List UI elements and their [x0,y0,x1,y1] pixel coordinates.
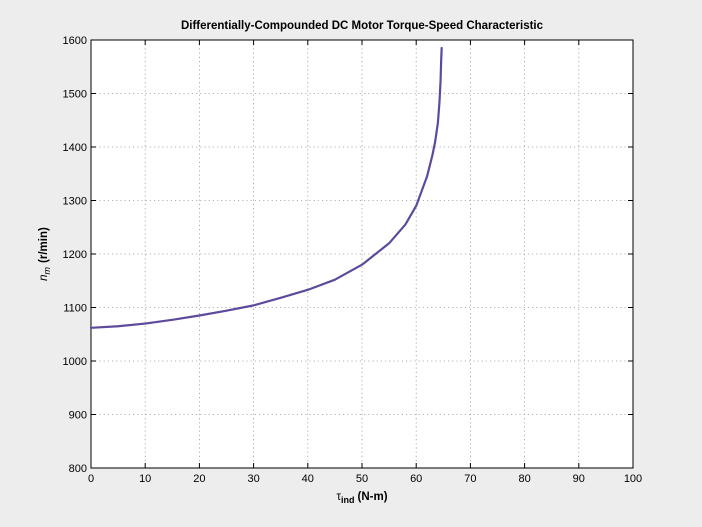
x-tick-labels: 0 10 20 30 40 50 60 70 80 90 100 [88,473,642,485]
x-axis-symbol: τ [336,491,341,503]
torque-speed-curve [89,46,443,329]
y-tick-label: 1600 [63,35,87,47]
y-tick-label: 900 [69,410,87,422]
x-tick-label: 30 [247,473,259,485]
y-axis-subscript: m [42,266,52,274]
y-tick-label: 1000 [63,356,87,368]
y-axis-symbol: n [38,274,50,280]
y-tick-label: 1300 [63,196,87,208]
x-axis-subscript: ind [341,495,355,505]
x-tick-label: 40 [302,473,314,485]
x-tick-label: 80 [518,473,530,485]
x-tick-label: 100 [624,473,642,485]
chart-title: Differentially-Compounded DC Motor Torqu… [181,20,544,32]
x-tick-label: 0 [88,473,94,485]
plot-frame [90,39,634,469]
x-tick-label: 60 [410,473,422,485]
x-tick-label: 50 [356,473,368,485]
x-axis-unit: (N-m) [358,491,388,503]
y-tick-label: 800 [69,463,87,475]
plot-area [91,40,633,468]
x-tick-label: 20 [193,473,205,485]
y-tick-label: 1100 [63,303,87,315]
x-tick-label: 10 [139,473,151,485]
y-tick-labels: 800 900 1000 1100 1200 1300 1400 1500 1600 [63,35,87,475]
y-tick-label: 1400 [63,142,87,154]
y-axis-unit: (r/min) [38,227,50,263]
series-layer [89,46,443,329]
y-tick-label: 1500 [63,89,87,101]
y-axis-label: nm (r/min) [38,227,52,281]
x-axis-label: τind (N-m) [336,491,387,505]
y-tick-label: 1200 [63,249,87,261]
x-tick-label: 70 [464,473,476,485]
x-tick-label: 90 [573,473,585,485]
